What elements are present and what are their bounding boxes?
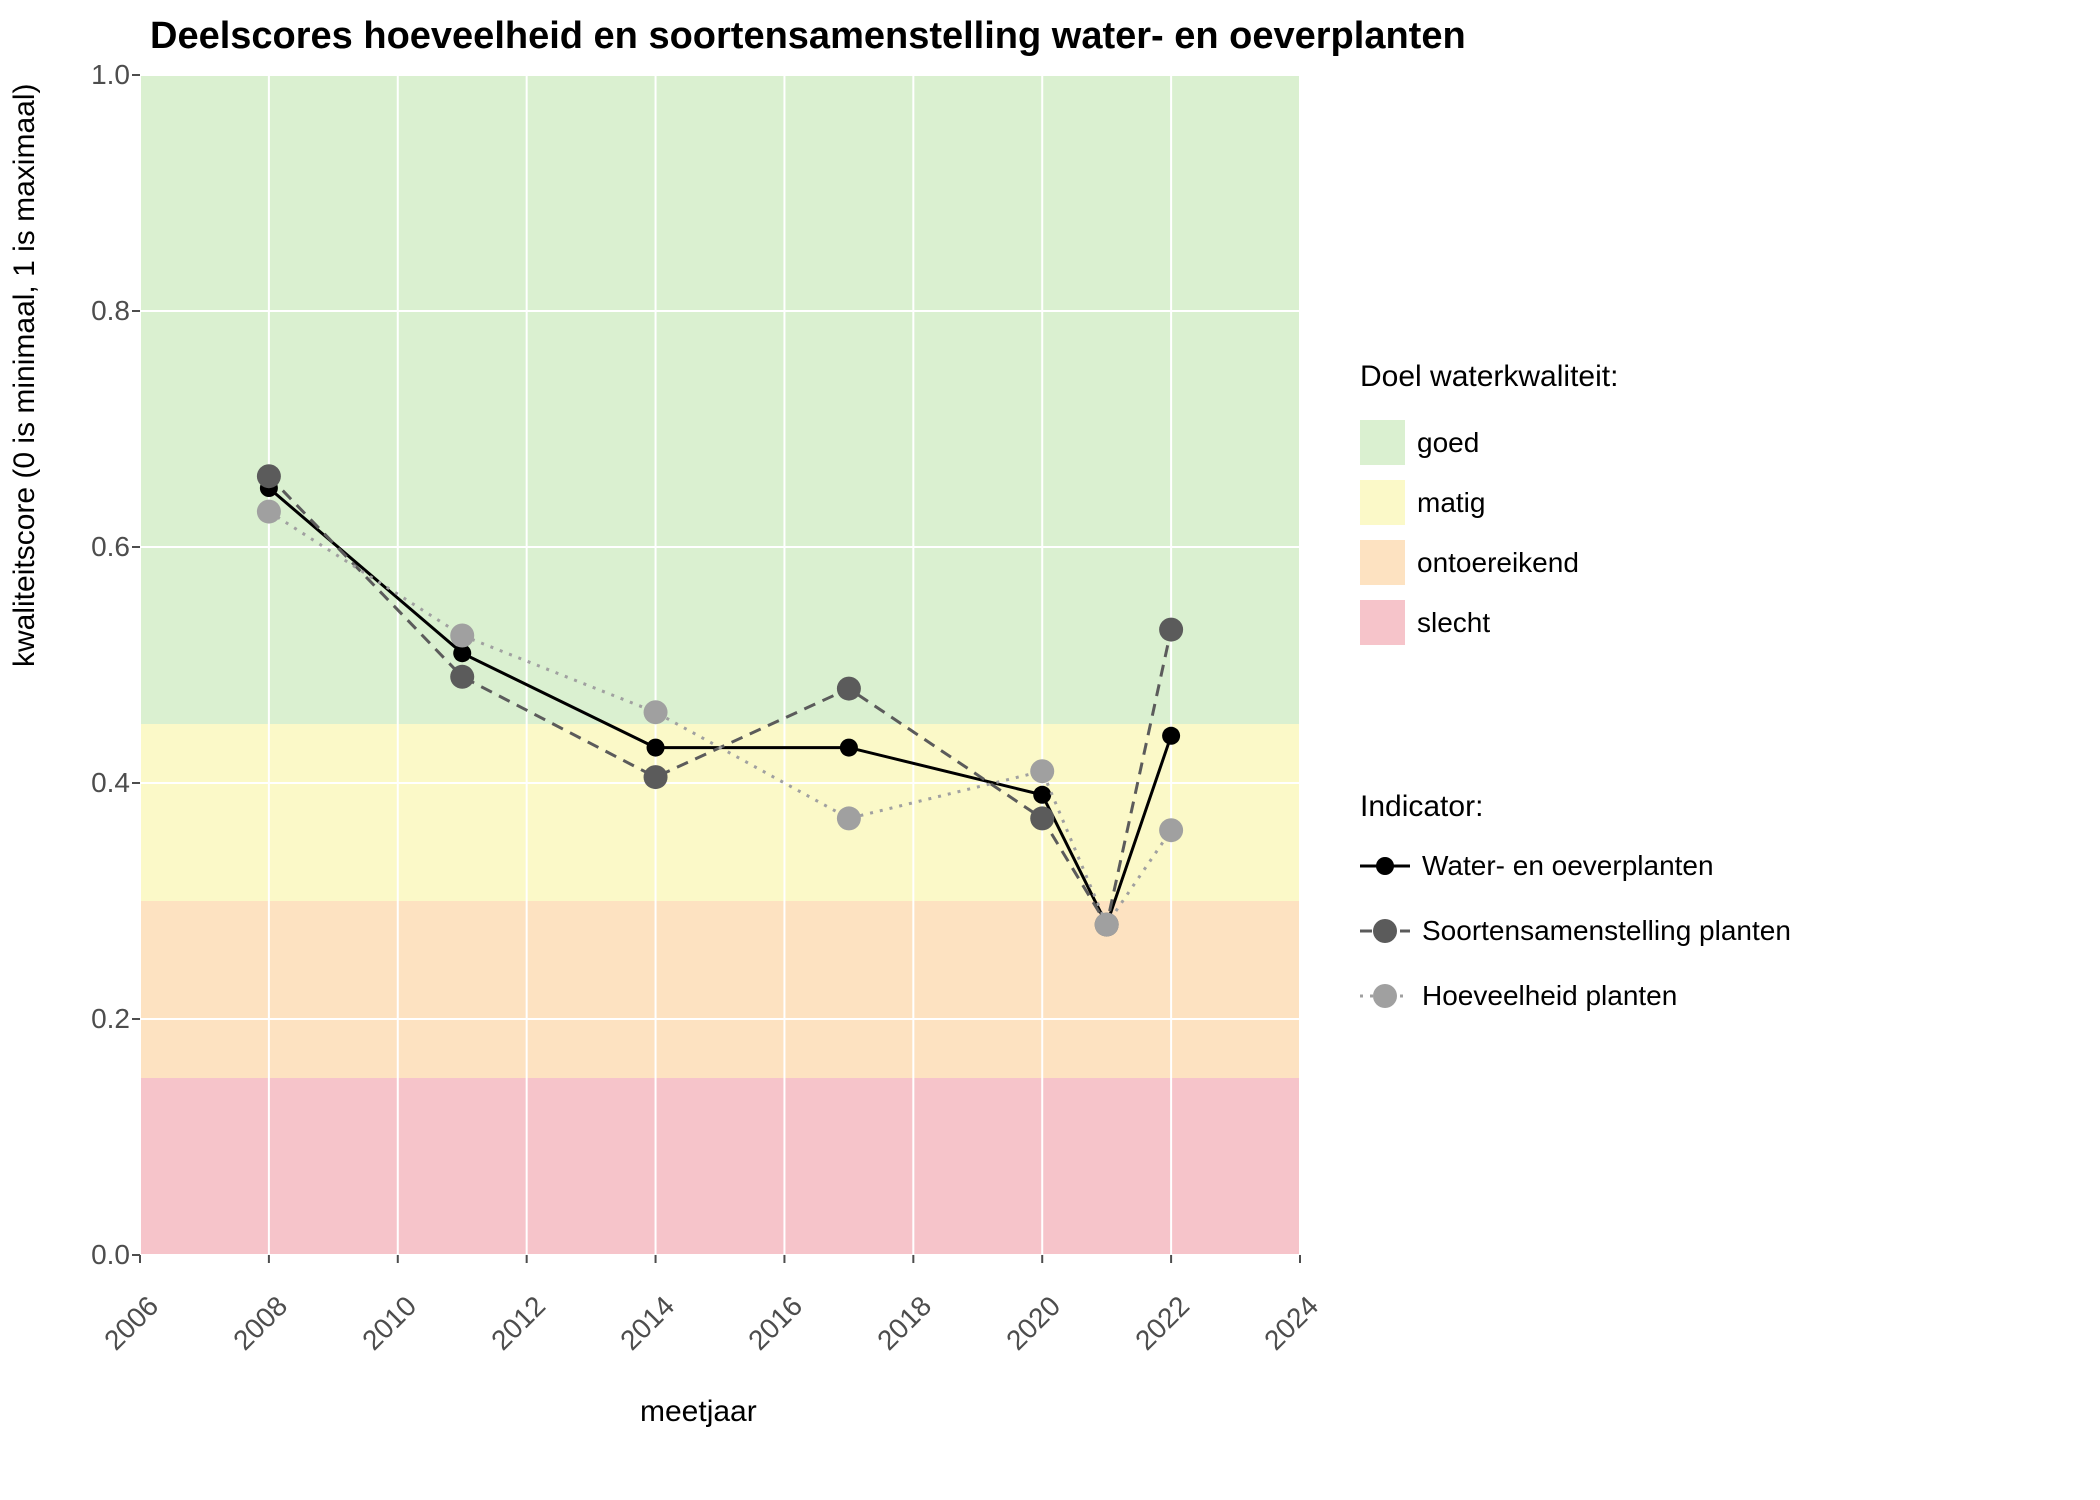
x-tick-label: 2008 <box>227 1290 294 1357</box>
y-tick-label: 0.8 <box>91 295 130 327</box>
legend-series-title: Indicator: <box>1360 790 1483 824</box>
plot-area <box>140 75 1300 1255</box>
y-tick-label: 1.0 <box>91 59 130 91</box>
legend-swatch <box>1360 420 1405 465</box>
legend-label: Hoeveelheid planten <box>1422 980 1677 1012</box>
legend-band-item: goed <box>1360 420 1479 465</box>
legend-label: slecht <box>1417 607 1490 639</box>
legend-label: matig <box>1417 487 1485 519</box>
legend-series-item: Water- en oeverplanten <box>1360 850 1714 882</box>
legend-bands-title: Doel waterkwaliteit: <box>1360 360 1618 394</box>
y-tick-label: 0.6 <box>91 531 130 563</box>
y-tick-label: 0.0 <box>91 1239 130 1271</box>
legend-series-item: Hoeveelheid planten <box>1360 980 1677 1012</box>
x-tick-label: 2014 <box>614 1290 681 1357</box>
y-axis-label: kwaliteitscore (0 is minimaal, 1 is maxi… <box>8 84 42 667</box>
x-tick-label: 2016 <box>743 1290 810 1357</box>
legend-line-sample <box>1360 852 1410 880</box>
legend-band-item: ontoereikend <box>1360 540 1579 585</box>
x-tick-label: 2012 <box>485 1290 552 1357</box>
y-tick-label: 0.4 <box>91 767 130 799</box>
legend-swatch <box>1360 540 1405 585</box>
legend-band-item: slecht <box>1360 600 1490 645</box>
legend-line-sample <box>1360 917 1410 945</box>
x-tick-label: 2018 <box>872 1290 939 1357</box>
legend-label: ontoereikend <box>1417 547 1579 579</box>
legend-label: goed <box>1417 427 1479 459</box>
chart-title: Deelscores hoeveelheid en soortensamenst… <box>150 15 1466 58</box>
chart-container: Deelscores hoeveelheid en soortensamenst… <box>0 0 2100 1500</box>
legend-band-item: matig <box>1360 480 1485 525</box>
legend-line-sample <box>1360 982 1410 1010</box>
x-tick-label: 2024 <box>1258 1290 1325 1357</box>
x-axis-label: meetjaar <box>640 1395 757 1429</box>
legend-label: Water- en oeverplanten <box>1422 850 1714 882</box>
y-tick-label: 0.2 <box>91 1003 130 1035</box>
x-tick-label: 2022 <box>1129 1290 1196 1357</box>
legend-swatch <box>1360 600 1405 645</box>
legend-label: Soortensamenstelling planten <box>1422 915 1791 947</box>
legend-series-item: Soortensamenstelling planten <box>1360 915 1791 947</box>
x-tick-label: 2020 <box>1000 1290 1067 1357</box>
x-tick-label: 2010 <box>356 1290 423 1357</box>
legend-swatch <box>1360 480 1405 525</box>
x-tick-label: 2006 <box>98 1290 165 1357</box>
